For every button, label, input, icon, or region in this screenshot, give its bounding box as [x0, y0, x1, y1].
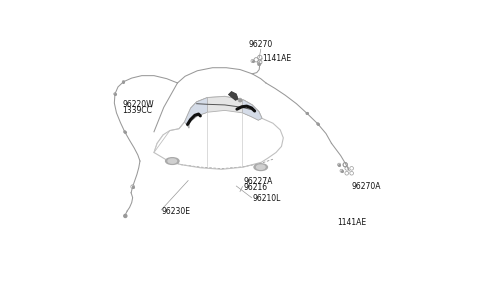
Text: 96220W: 96220W: [123, 100, 155, 109]
Text: 1141AE: 1141AE: [337, 217, 366, 227]
Text: 96210L: 96210L: [252, 194, 281, 203]
Text: 96270A: 96270A: [351, 181, 381, 191]
Text: 96230E: 96230E: [161, 206, 190, 216]
Text: 96227A: 96227A: [243, 177, 273, 186]
Ellipse shape: [168, 159, 177, 163]
Ellipse shape: [254, 164, 267, 170]
Ellipse shape: [166, 158, 179, 164]
Text: 1339CC: 1339CC: [122, 106, 153, 115]
Polygon shape: [228, 92, 238, 100]
Polygon shape: [242, 100, 262, 120]
Polygon shape: [188, 96, 262, 128]
Polygon shape: [184, 98, 207, 128]
Text: 96270: 96270: [249, 40, 273, 49]
Text: 96216: 96216: [243, 183, 267, 192]
Text: 1141AE: 1141AE: [263, 54, 292, 63]
Ellipse shape: [256, 165, 265, 169]
Circle shape: [124, 214, 127, 217]
